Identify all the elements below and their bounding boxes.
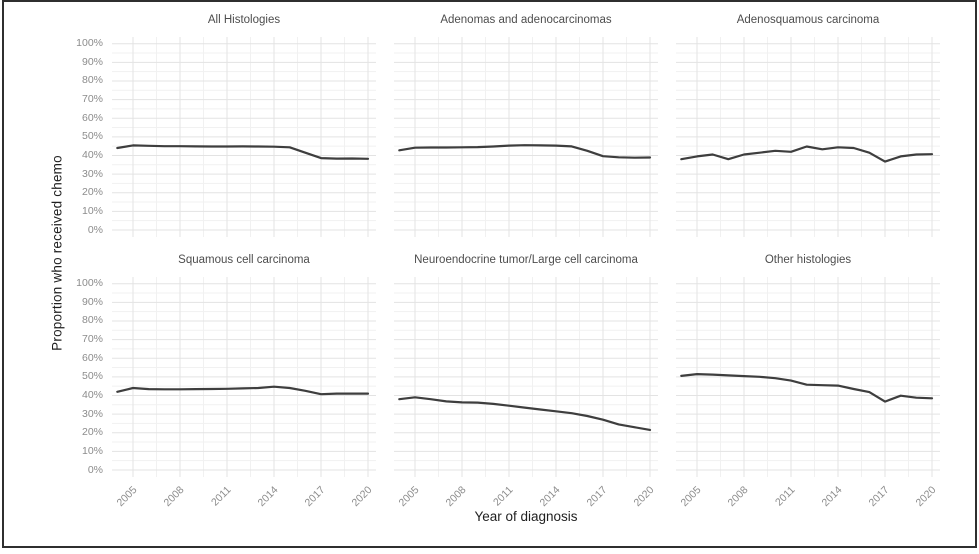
- y-tick-label: 30%: [81, 407, 103, 420]
- grid-major: [394, 37, 658, 237]
- panel-title: Neuroendocrine tumor/Large cell carcinom…: [414, 254, 638, 266]
- y-tick-label: 90%: [81, 55, 103, 68]
- y-tick-label: 90%: [81, 295, 103, 308]
- facet-panel: [394, 277, 658, 477]
- y-tick-label: 10%: [81, 204, 103, 217]
- y-tick-label: 70%: [81, 333, 103, 346]
- grid-minor: [394, 37, 658, 237]
- panel-title: All Histologies: [207, 14, 281, 26]
- y-tick-label: 50%: [81, 370, 103, 383]
- y-tick-label: 0%: [87, 463, 103, 476]
- y-tick-label: 20%: [81, 186, 103, 199]
- y-tick-label: 60%: [81, 351, 103, 364]
- trend-line: [680, 372, 934, 403]
- y-tick-label: 40%: [81, 148, 103, 161]
- y-tick-label: 80%: [81, 74, 103, 87]
- trend-line: [680, 145, 934, 163]
- facet-panel: [676, 37, 940, 237]
- y-tick-label: 60%: [81, 111, 103, 124]
- y-tick-label: 0%: [87, 223, 103, 236]
- grid-major: [676, 37, 940, 237]
- y-tick-label: 50%: [81, 130, 103, 143]
- trend-line: [398, 396, 652, 431]
- x-axis-title: Year of diagnosis: [474, 509, 578, 524]
- grid-major: [394, 277, 658, 477]
- facet-panel: [394, 37, 658, 237]
- y-tick-label: 10%: [81, 444, 103, 457]
- y-tick-label: 80%: [81, 314, 103, 327]
- y-tick-label: 70%: [81, 93, 103, 106]
- y-tick-label: 100%: [76, 37, 103, 50]
- grid-major: [112, 277, 376, 477]
- facet-panel: [112, 277, 376, 477]
- grid-major: [112, 37, 376, 237]
- y-tick-label: 100%: [76, 277, 103, 290]
- panel-title: Adenomas and adenocarcinomas: [440, 14, 612, 26]
- y-tick-label: 40%: [81, 388, 103, 401]
- grid-minor: [394, 277, 658, 477]
- y-tick-label: 30%: [81, 167, 103, 180]
- trend-line: [116, 144, 370, 160]
- facet-panel: [112, 37, 376, 237]
- trend-line: [398, 144, 652, 159]
- facet-panel: [676, 277, 940, 477]
- grid-major: [676, 277, 940, 477]
- y-tick-label: 20%: [81, 426, 103, 439]
- panel-title: Adenosquamous carcinoma: [736, 14, 880, 26]
- trend-line: [116, 385, 370, 396]
- panel-title: Squamous cell carcinoma: [178, 254, 310, 266]
- panel-title: Other histologies: [764, 254, 852, 266]
